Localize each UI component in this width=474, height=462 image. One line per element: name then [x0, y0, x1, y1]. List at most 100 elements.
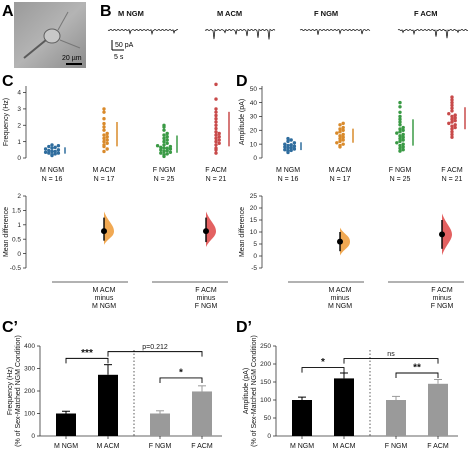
- bar: [428, 383, 448, 436]
- data-point: [398, 100, 402, 105]
- data-point: [338, 136, 342, 141]
- data-point: [217, 141, 221, 145]
- y-tick-label: 0: [267, 433, 271, 440]
- y-tick-label: 25: [250, 193, 258, 200]
- panel-label-b: B: [100, 3, 112, 20]
- significance-bracket: [65, 357, 109, 364]
- data-point: [398, 114, 402, 119]
- data-point: [450, 124, 454, 128]
- significance-bracket: [301, 367, 345, 373]
- significance-label: ns: [387, 351, 395, 358]
- data-point: [214, 113, 218, 118]
- data-point: [450, 100, 454, 105]
- data-point: [155, 144, 160, 148]
- mean-difference-point: [203, 228, 209, 235]
- significance-label: p=0.212: [142, 344, 168, 351]
- y-tick-label: 2: [17, 193, 21, 200]
- current-trace: [397, 28, 469, 39]
- y-tick-label: 200: [260, 361, 271, 368]
- data-point: [214, 126, 218, 131]
- data-point: [335, 131, 339, 135]
- group-label: F ACM: [205, 167, 227, 174]
- trace-label: M NGM: [118, 9, 144, 18]
- comparison-label: M ACM: [329, 287, 352, 294]
- comparison-label: minus: [95, 295, 114, 302]
- data-point: [105, 131, 109, 136]
- significance-bracket: [395, 372, 439, 378]
- data-point: [162, 136, 166, 141]
- y-tick-label: 300: [24, 366, 35, 373]
- data-point: [450, 109, 454, 113]
- data-point: [453, 116, 457, 120]
- significance-bracket: [107, 351, 203, 357]
- data-point: [398, 149, 402, 153]
- y-axis-label: Amplitude (pA): [243, 368, 250, 414]
- y-tick-label: 0: [253, 253, 257, 260]
- significance-bracket: [343, 358, 439, 364]
- data-point: [102, 143, 106, 147]
- y-tick-label: 100: [260, 397, 271, 404]
- bar: [98, 374, 118, 436]
- data-point: [450, 106, 454, 110]
- significance-label: ***: [81, 348, 93, 359]
- data-point: [401, 147, 405, 152]
- data-point: [162, 153, 166, 157]
- trace-scale-x-label: 5 s: [114, 54, 124, 61]
- data-point: [214, 107, 218, 111]
- data-point: [401, 138, 405, 142]
- data-point: [338, 127, 342, 131]
- significance-label: **: [413, 363, 421, 374]
- data-point: [165, 146, 169, 150]
- pipette: [23, 39, 47, 59]
- data-point: [43, 150, 48, 154]
- group-n: N = 21: [442, 176, 463, 183]
- data-point: [214, 139, 218, 144]
- y-axis-label: Frequency (Hz): [3, 98, 10, 146]
- data-point: [338, 139, 342, 144]
- data-point: [102, 133, 106, 137]
- group-n: N = 16: [42, 176, 63, 183]
- data-point: [43, 147, 48, 151]
- mean-difference-point: [439, 231, 445, 238]
- micrograph-scale-label: 20 µm: [62, 55, 82, 62]
- data-point: [105, 141, 109, 145]
- data-point: [335, 141, 339, 145]
- data-point: [283, 147, 287, 152]
- x-tick-label: F ACM: [427, 443, 449, 450]
- y-tick-label: 400: [24, 343, 35, 350]
- data-point: [286, 136, 290, 141]
- data-point: [401, 125, 405, 130]
- y-tick-label: 0: [253, 155, 257, 162]
- data-point: [165, 148, 169, 153]
- y-tick-label: 1: [17, 139, 21, 146]
- data-point: [450, 117, 454, 121]
- data-point: [105, 135, 109, 139]
- data-point: [214, 97, 218, 101]
- panel-label-c-prime: C’: [2, 319, 18, 336]
- data-point: [401, 132, 405, 137]
- data-point: [289, 138, 293, 142]
- bar: [386, 400, 406, 436]
- data-point: [450, 135, 454, 139]
- y-tick-label: 50: [264, 415, 272, 422]
- y-axis-label: Mean difference: [239, 207, 246, 257]
- data-point: [214, 146, 218, 150]
- trace-label: M ACM: [217, 9, 242, 18]
- data-point: [395, 131, 399, 135]
- data-point: [217, 135, 221, 139]
- y-tick-label: 5: [253, 241, 257, 248]
- group-label: M NGM: [40, 167, 64, 174]
- data-point: [398, 105, 402, 109]
- swarm-plot: 0 10 20 30 40 50 Amplitude (pA) M NGM N = 16 M AC…: [239, 86, 466, 183]
- y-tick-label: 4: [17, 90, 21, 97]
- data-point: [214, 151, 218, 155]
- bar: [334, 378, 354, 436]
- trace-scale-y-label: 50 pA: [115, 42, 134, 49]
- data-point: [292, 144, 297, 148]
- data-point: [217, 138, 221, 142]
- data-point: [401, 135, 405, 139]
- data-point: [168, 144, 173, 149]
- panel-label-a: A: [2, 3, 14, 20]
- data-point: [168, 150, 173, 154]
- comparison-label: F ACM: [431, 287, 453, 294]
